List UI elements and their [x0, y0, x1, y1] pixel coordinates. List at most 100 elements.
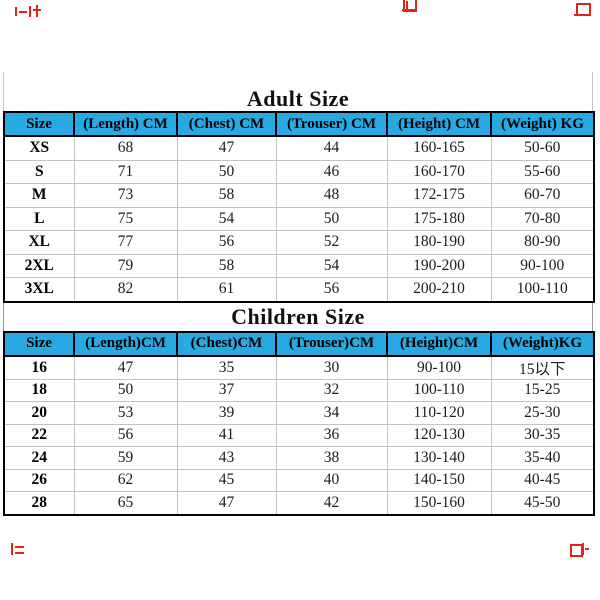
value-cell: 71 [73, 159, 178, 184]
value-cell: 30-35 [490, 423, 595, 447]
value-cell: 42 [275, 491, 388, 515]
column-header: Size [3, 111, 75, 137]
size-cell: 24 [3, 446, 75, 470]
red-watermark-fragment-icon [574, 3, 591, 16]
value-cell: 35-40 [490, 446, 595, 470]
column-header: (Trouser) CM [275, 111, 388, 137]
adult-size-title: Adult Size [246, 86, 350, 111]
table-row: XL 77 56 52 180-190 80-90 [3, 230, 595, 255]
value-cell: 58 [176, 183, 277, 208]
value-cell: 75 [73, 206, 178, 231]
value-cell: 37 [176, 378, 277, 402]
value-cell: 54 [275, 253, 388, 278]
value-cell: 130-140 [386, 446, 492, 470]
red-watermark-fragment-icon [15, 5, 41, 18]
size-cell: XS [3, 135, 75, 161]
size-cell: 22 [3, 423, 75, 447]
column-header: (Weight) KG [490, 111, 595, 137]
value-cell: 15以下 [490, 355, 595, 380]
value-cell: 32 [275, 378, 388, 402]
table-row: M 73 58 48 172-175 60-70 [3, 183, 595, 208]
table-row: L 75 54 50 175-180 70-80 [3, 206, 595, 231]
value-cell: 40-45 [490, 468, 595, 492]
value-cell: 50 [275, 206, 388, 231]
children-size-table: Size (Length)CM (Chest)CM (Trouser)CM (Heigh… [3, 330, 595, 516]
table-row: S 71 50 46 160-170 55-60 [3, 159, 595, 184]
value-cell: 62 [73, 468, 178, 492]
table-row: 20 53 39 34 110-120 25-30 [3, 401, 595, 425]
red-watermark-fragment-icon [570, 543, 589, 557]
column-header: (Length) CM [73, 111, 178, 137]
size-cell: XL [3, 230, 75, 255]
value-cell: 200-210 [386, 277, 492, 302]
value-cell: 43 [176, 446, 277, 470]
size-cell: 2XL [3, 253, 75, 278]
size-cell: L [3, 206, 75, 231]
value-cell: 47 [176, 491, 277, 515]
column-header: (Height) CM [386, 111, 492, 137]
value-cell: 56 [275, 277, 388, 302]
value-cell: 100-110 [490, 277, 595, 302]
value-cell: 110-120 [386, 401, 492, 425]
children-size-title: Children Size [231, 303, 365, 329]
value-cell: 80-90 [490, 230, 595, 255]
table-row: 28 65 47 42 150-160 45-50 [3, 491, 595, 515]
value-cell: 47 [73, 355, 178, 380]
column-header: (Length)CM [73, 330, 178, 357]
value-cell: 47 [176, 135, 277, 161]
table-row: 22 56 41 36 120-130 30-35 [3, 423, 595, 447]
value-cell: 38 [275, 446, 388, 470]
value-cell: 79 [73, 253, 178, 278]
value-cell: 45 [176, 468, 277, 492]
value-cell: 172-175 [386, 183, 492, 208]
value-cell: 190-200 [386, 253, 492, 278]
table-row: 16 47 35 30 90-100 15以下 [3, 355, 595, 380]
value-cell: 35 [176, 355, 277, 380]
adult-header-row: Size (Length) CM (Chest) CM (Trouser) CM (He… [3, 111, 595, 137]
table-row: 24 59 43 38 130-140 35-40 [3, 446, 595, 470]
value-cell: 55-60 [490, 159, 595, 184]
column-header: (Chest)CM [176, 330, 277, 357]
column-header: (Trouser)CM [275, 330, 388, 357]
children-size-title-row: Children Size [3, 302, 593, 331]
value-cell: 30 [275, 355, 388, 380]
value-cell: 175-180 [386, 206, 492, 231]
value-cell: 70-80 [490, 206, 595, 231]
value-cell: 44 [275, 135, 388, 161]
value-cell: 65 [73, 491, 178, 515]
value-cell: 68 [73, 135, 178, 161]
adult-size-table: Size (Length) CM (Chest) CM (Trouser) CM (He… [3, 111, 595, 303]
value-cell: 39 [176, 401, 277, 425]
value-cell: 56 [73, 423, 178, 447]
red-watermark-fragment-icon [402, 0, 417, 12]
column-header: (Weight)KG [490, 330, 595, 357]
value-cell: 140-150 [386, 468, 492, 492]
value-cell: 56 [176, 230, 277, 255]
value-cell: 160-170 [386, 159, 492, 184]
table-row: 3XL 82 61 56 200-210 100-110 [3, 277, 595, 302]
size-cell: M [3, 183, 75, 208]
value-cell: 53 [73, 401, 178, 425]
size-chart-content: Adult Size Size (Length) CM (Chest) CM (Tro… [3, 72, 595, 516]
value-cell: 73 [73, 183, 178, 208]
size-cell: 28 [3, 491, 75, 515]
table-row: 18 50 37 32 100-110 15-25 [3, 378, 595, 402]
red-watermark-fragment-icon [10, 543, 25, 556]
value-cell: 160-165 [386, 135, 492, 161]
value-cell: 61 [176, 277, 277, 302]
size-cell: S [3, 159, 75, 184]
value-cell: 50-60 [490, 135, 595, 161]
table-row: 26 62 45 40 140-150 40-45 [3, 468, 595, 492]
size-cell: 3XL [3, 277, 75, 302]
value-cell: 15-25 [490, 378, 595, 402]
value-cell: 58 [176, 253, 277, 278]
column-header: Size [3, 330, 75, 357]
size-cell: 26 [3, 468, 75, 492]
table-row: XS 68 47 44 160-165 50-60 [3, 135, 595, 161]
value-cell: 150-160 [386, 491, 492, 515]
size-cell: 20 [3, 401, 75, 425]
children-table-body: 16 47 35 30 90-100 15以下 18 50 37 32 100-110 15-25 20… [3, 355, 595, 515]
value-cell: 25-30 [490, 401, 595, 425]
value-cell: 54 [176, 206, 277, 231]
